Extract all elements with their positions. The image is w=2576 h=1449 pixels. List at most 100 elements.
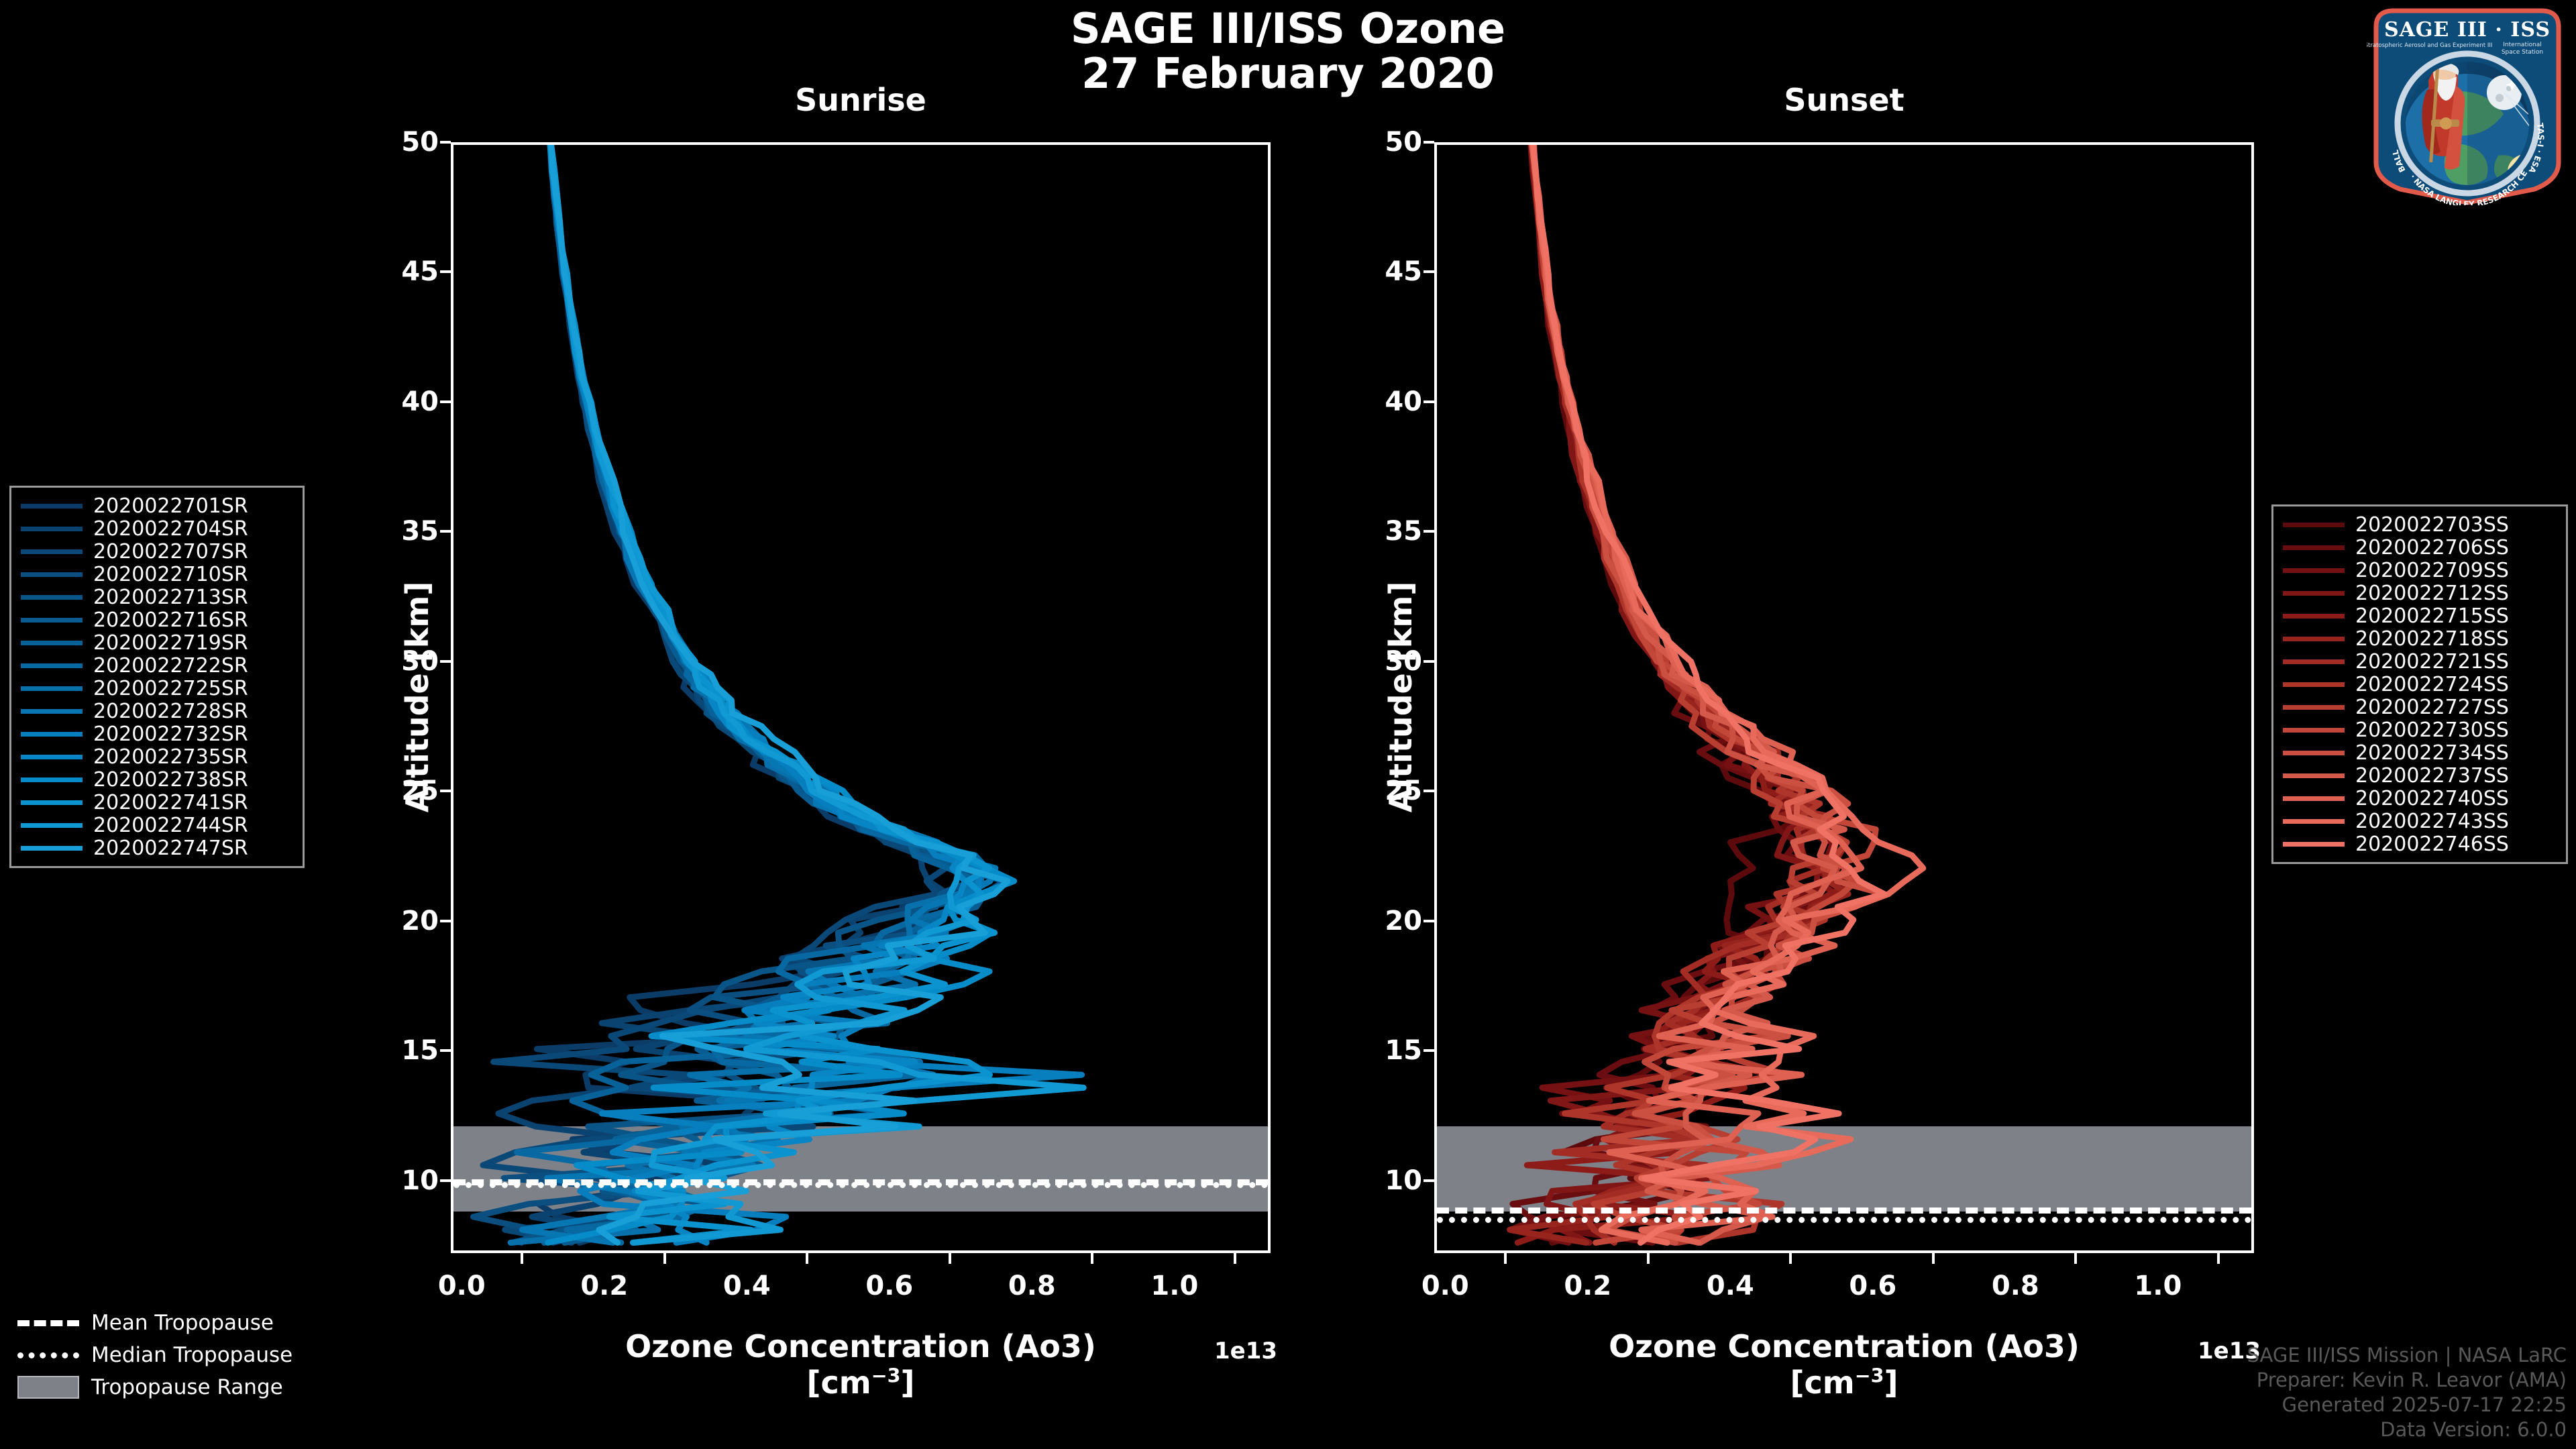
ytick-label-left-35: 35 — [401, 516, 439, 547]
sage3-iss-mission-patch-icon: SAGE III · ISS Stratospheric Aerosol and… — [2363, 0, 2568, 209]
sunset-legend-item[interactable]: 2020022724SS — [2283, 673, 2557, 696]
sunrise-legend-item[interactable]: 2020022747SR — [21, 837, 293, 860]
sunrise-legend-item[interactable]: 2020022707SR — [21, 539, 293, 564]
legend-color-swatch — [2283, 659, 2345, 664]
xtick-label-right-0.2: 0.2 — [1564, 1271, 1612, 1301]
ytick-mark-left-30 — [440, 659, 451, 663]
legend-label: 2020022727SS — [2355, 695, 2509, 719]
legend-color-swatch — [21, 617, 83, 623]
sunset-legend-item[interactable]: 2020022734SS — [2283, 741, 2557, 765]
sunrise-legend-item[interactable]: 2020022719SR — [21, 631, 293, 655]
legend-label: 2020022716SR — [93, 608, 248, 632]
ytick-mark-right-50 — [1424, 141, 1434, 144]
legend-label: 2020022715SS — [2355, 604, 2509, 628]
xtick-mark-left-0.6 — [948, 1253, 951, 1264]
legend-label: 2020022722SR — [93, 653, 248, 678]
sunset-legend-item[interactable]: 2020022718SS — [2283, 627, 2557, 651]
sunset-legend-item[interactable]: 2020022703SS — [2283, 513, 2557, 537]
ytick-label-right-35: 35 — [1385, 516, 1422, 547]
sunrise-legend-item[interactable]: 2020022725SR — [21, 677, 293, 700]
x-axis-title-left: Ozone Concentration (Ao3) [cm−3] — [451, 1328, 1271, 1401]
x-axis-offset-left: 1e13 — [1214, 1338, 1278, 1364]
xtick-label-right-0.0: 0.0 — [1421, 1271, 1469, 1301]
ytick-label-right-10: 10 — [1385, 1165, 1422, 1196]
legend-color-swatch — [2283, 750, 2345, 755]
sunrise-legend-item[interactable]: 2020022741SR — [21, 791, 293, 814]
xtick-label-left-1.0: 1.0 — [1150, 1271, 1199, 1301]
footer-mission: SAGE III/ISS Mission | NASA LaRC — [2247, 1343, 2567, 1366]
legend-color-swatch — [21, 526, 83, 531]
tropopause-dotted-swatch — [17, 1352, 79, 1358]
sunrise-legend-item[interactable]: 2020022722SR — [21, 653, 293, 678]
sunrise-legend-item[interactable]: 2020022701SR — [21, 494, 293, 518]
sunset-legend-item[interactable]: 2020022712SS — [2283, 582, 2557, 605]
legend-label: 2020022703SS — [2355, 513, 2509, 537]
tropopause-legend-label: Mean Tropopause — [91, 1311, 274, 1335]
legend-color-swatch — [21, 822, 83, 828]
sunset-legend-item[interactable]: 2020022715SS — [2283, 604, 2557, 628]
sunset-legend-item[interactable]: 2020022721SS — [2283, 650, 2557, 674]
sunset-legend-item[interactable]: 2020022706SS — [2283, 536, 2557, 559]
sunset-legend-item[interactable]: 2020022740SS — [2283, 787, 2557, 810]
ytick-label-right-20: 20 — [1385, 905, 1422, 936]
ytick-label-left-45: 45 — [401, 256, 439, 288]
xtick-mark-right-1.0 — [2216, 1253, 2220, 1264]
sunrise-legend-item[interactable]: 2020022732SR — [21, 722, 293, 746]
xtick-mark-right-0.0 — [1504, 1253, 1507, 1264]
sunrise-legend-item[interactable]: 2020022710SR — [21, 563, 293, 586]
sunset-legend[interactable]: 2020022703SS 2020022706SS 2020022709SS 2020… — [2271, 504, 2568, 864]
sunset-legend-item[interactable]: 2020022709SS — [2283, 559, 2557, 582]
legend-color-swatch — [21, 708, 83, 714]
ytick-mark-left-25 — [440, 790, 451, 793]
sunrise-legend-item[interactable]: 2020022713SR — [21, 585, 293, 609]
tropopause-legend-item: Tropopause Range — [17, 1371, 393, 1403]
ozone-profile-series — [470, 145, 1087, 1246]
sunset-legend-item[interactable]: 2020022737SS — [2283, 764, 2557, 788]
ytick-label-left-20: 20 — [401, 905, 439, 936]
legend-label: 2020022718SS — [2355, 627, 2509, 651]
sunset-legend-item[interactable]: 2020022727SS — [2283, 695, 2557, 719]
legend-label: 2020022713SR — [93, 585, 248, 609]
legend-color-swatch — [2283, 613, 2345, 619]
legend-color-swatch — [21, 754, 83, 759]
sunrise-legend-item[interactable]: 2020022704SR — [21, 517, 293, 541]
ytick-mark-left-10 — [440, 1179, 451, 1182]
svg-text:SAGE III · ISS: SAGE III · ISS — [2384, 18, 2551, 42]
legend-label: 2020022740SS — [2355, 786, 2509, 810]
legend-label: 2020022707SR — [93, 539, 248, 564]
xtick-label-left-0.6: 0.6 — [865, 1271, 914, 1301]
legend-color-swatch — [2283, 522, 2345, 527]
sunset-legend-item[interactable]: 2020022730SS — [2283, 718, 2557, 742]
xtick-label-left-0.8: 0.8 — [1008, 1271, 1056, 1301]
ytick-mark-left-40 — [440, 400, 451, 403]
ytick-label-right-50: 50 — [1385, 127, 1422, 158]
ytick-label-left-25: 25 — [401, 775, 439, 807]
legend-color-swatch — [2283, 545, 2345, 550]
legend-color-swatch — [2283, 818, 2345, 824]
ytick-mark-right-20 — [1424, 919, 1434, 922]
xtick-label-right-0.4: 0.4 — [1706, 1271, 1754, 1301]
legend-label: 2020022728SR — [93, 699, 248, 723]
sunrise-legend-item[interactable]: 2020022738SR — [21, 768, 293, 792]
x-axis-title-line1: Ozone Concentration (Ao3) — [625, 1328, 1096, 1364]
legend-label: 2020022725SR — [93, 676, 248, 700]
sunrise-legend-item[interactable]: 2020022744SR — [21, 814, 293, 837]
sunset-legend-item[interactable]: 2020022746SS — [2283, 833, 2557, 856]
ytick-mark-right-25 — [1424, 790, 1434, 793]
legend-label: 2020022710SR — [93, 562, 248, 586]
ytick-mark-left-50 — [440, 141, 451, 144]
ytick-mark-right-40 — [1424, 400, 1434, 403]
sunrise-legend-item[interactable]: 2020022728SR — [21, 699, 293, 723]
sunset-legend-item[interactable]: 2020022743SS — [2283, 810, 2557, 833]
legend-color-swatch — [2283, 727, 2345, 733]
tropopause-legend-item: Mean Tropopause — [17, 1307, 393, 1339]
tropopause-legend-label: Median Tropopause — [91, 1343, 293, 1367]
x-axis-title-right: Ozone Concentration (Ao3) [cm−3] — [1434, 1328, 2254, 1401]
sunrise-legend-item[interactable]: 2020022735SR — [21, 745, 293, 769]
xtick-label-left-0.4: 0.4 — [722, 1271, 771, 1301]
legend-color-swatch — [21, 549, 83, 554]
legend-label: 2020022744SR — [93, 813, 248, 837]
tropopause-legend: Mean Tropopause Median Tropopause Tropopau… — [17, 1307, 393, 1403]
sunrise-legend[interactable]: 2020022701SR 2020022704SR 2020022707SR 2020… — [9, 486, 305, 868]
sunrise-legend-item[interactable]: 2020022716SR — [21, 608, 293, 632]
